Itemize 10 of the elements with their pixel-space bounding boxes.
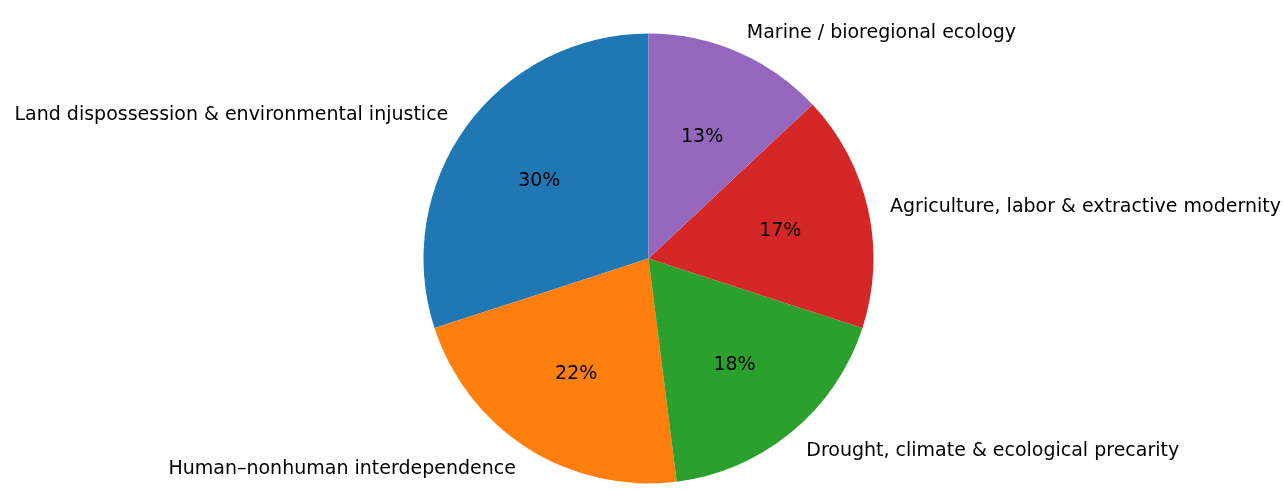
data-label: 17% xyxy=(759,218,802,241)
slice-label: Agriculture, labor & extractive modernity xyxy=(890,193,1281,216)
data-label: 13% xyxy=(681,123,724,146)
slice-label: Land dispossession & environmental injustice xyxy=(14,102,449,125)
data-label: 22% xyxy=(555,361,598,384)
slice-label: Drought, climate & ecological precarity xyxy=(806,438,1180,461)
slice-label: Marine / bioregional ecology xyxy=(746,20,1017,43)
slice-label: Human–nonhuman interdependence xyxy=(168,456,516,479)
data-label: 30% xyxy=(518,168,561,191)
data-label: 18% xyxy=(713,351,756,374)
